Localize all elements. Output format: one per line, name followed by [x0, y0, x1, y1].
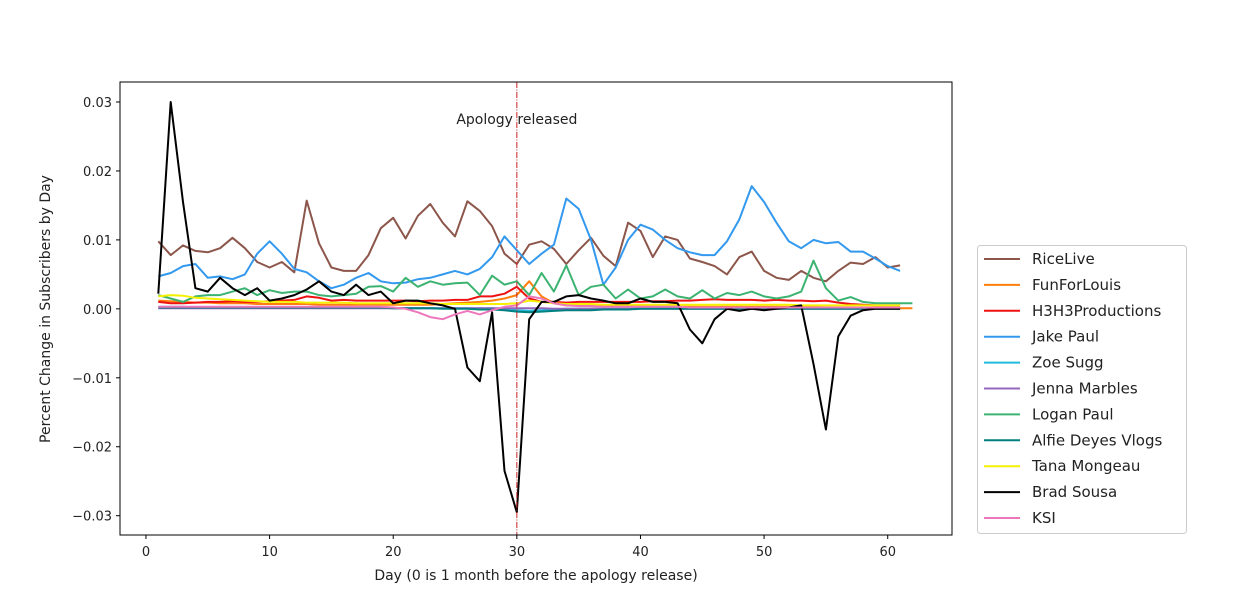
legend-item: Brad Sousa: [984, 483, 1117, 501]
y-tick-label: −0.03: [72, 510, 112, 525]
x-axis-ticks: 0 10 20 30 40 50 60: [142, 535, 896, 560]
legend-item: H3H3Productions: [984, 302, 1161, 320]
x-axis-label: Day (0 is 1 month before the apology rel…: [374, 568, 697, 584]
legend-item: Logan Paul: [984, 405, 1114, 423]
x-tick-label: 60: [879, 545, 896, 560]
legend-label: H3H3Productions: [1032, 302, 1161, 320]
series-line-tana-mongeau: [158, 294, 901, 307]
y-tick-label: 0.02: [83, 165, 112, 180]
legend-label: Logan Paul: [1032, 405, 1114, 423]
legend-item: Jake Paul: [984, 328, 1099, 346]
series-line-ksi: [158, 295, 901, 321]
legend-label: Jenna Marbles: [1031, 380, 1138, 398]
series-line-h3h3productions: [158, 285, 901, 307]
legend-item: Zoe Sugg: [984, 354, 1104, 372]
legend-label: KSI: [1032, 509, 1056, 527]
x-tick-label: 20: [385, 545, 402, 560]
legend-label: Tana Mongeau: [1031, 457, 1140, 475]
y-tick-label: −0.01: [72, 372, 112, 387]
legend-item: Jenna Marbles: [984, 380, 1138, 398]
legend-label: FunForLouis: [1032, 276, 1121, 294]
plot-lines: [157, 101, 913, 514]
legend-label: Alfie Deyes Vlogs: [1032, 431, 1162, 449]
x-tick-label: 10: [261, 545, 278, 560]
legend-item: FunForLouis: [984, 276, 1121, 294]
legend-label: Brad Sousa: [1032, 483, 1117, 501]
x-tick-label: 30: [509, 545, 526, 560]
y-tick-label: −0.02: [72, 441, 112, 456]
y-tick-label: 0.01: [83, 234, 112, 249]
x-tick-label: 50: [756, 545, 773, 560]
legend-item: Alfie Deyes Vlogs: [984, 431, 1162, 449]
y-axis-label: Percent Change in Subscribers by Day: [38, 175, 54, 443]
legend-item: RiceLive: [984, 250, 1095, 268]
legend-item: Tana Mongeau: [984, 457, 1140, 475]
legend-item: KSI: [984, 509, 1056, 527]
y-axis-ticks: 0.03 0.02 0.01 0.00 −0.01 −0.02 −0.03: [72, 96, 120, 525]
series-line-brad-sousa: [157, 101, 901, 514]
x-tick-label: 0: [142, 545, 150, 560]
legend-label: Zoe Sugg: [1032, 354, 1104, 372]
annotation-apology-released: Apology released: [456, 112, 577, 128]
legend-label: RiceLive: [1032, 250, 1095, 268]
series-line-ricelive: [157, 199, 901, 283]
legend-label: Jake Paul: [1031, 328, 1099, 346]
x-tick-label: 40: [632, 545, 649, 560]
series-line-jake-paul: [158, 185, 901, 290]
legend-box: [977, 245, 1187, 534]
legend: RiceLive FunForLouis H3H3Productions Jake P…: [977, 245, 1187, 534]
series-line-logan-paul: [158, 259, 913, 305]
y-tick-label: 0.00: [83, 303, 112, 318]
y-tick-label: 0.03: [83, 96, 112, 111]
